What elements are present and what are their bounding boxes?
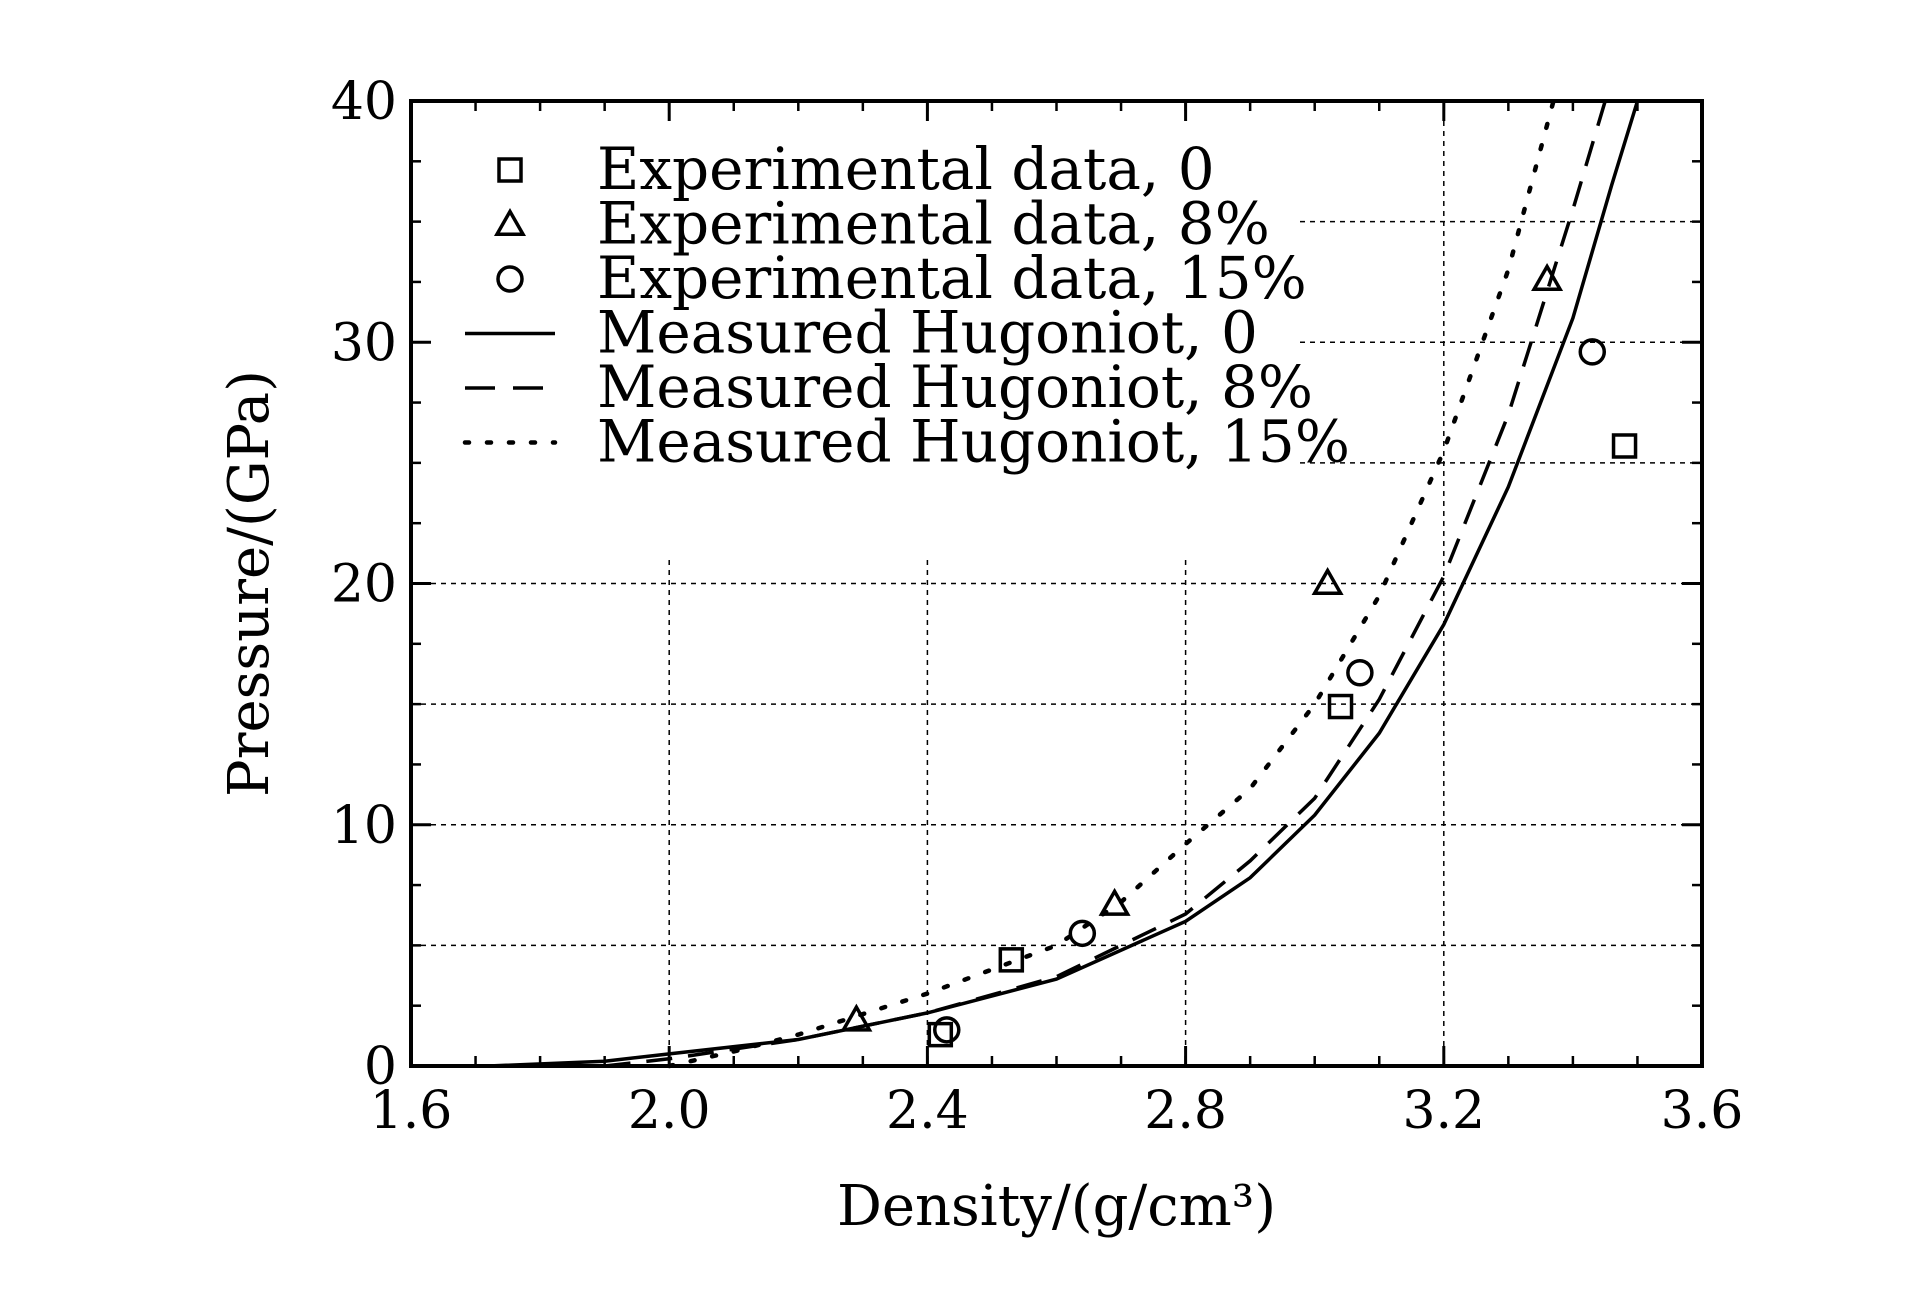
x-tick-label: 2.4 (886, 1081, 969, 1141)
x-tick-label: 1.6 (370, 1081, 453, 1141)
data-point-experimental-data-15 (933, 1016, 961, 1044)
data-point-experimental-data-15 (1068, 919, 1097, 948)
y-tick-label: 0 (364, 1037, 397, 1097)
tick-layer: 1.6 2.0 2.4 2.8 3.2 3.6 0 10 20 30 40 (331, 72, 1744, 1141)
legend-label-measured-hugoniot-8: Measured Hugoniot, 8% (597, 353, 1313, 421)
data-point-experimental-data-0 (1327, 693, 1354, 720)
legend-label-experimental-data-15: Experimental data, 15% (597, 244, 1307, 312)
data-point-experimental-data-8 (840, 1003, 873, 1032)
legend-label-experimental-data-0: Experimental data, 0 (597, 135, 1215, 203)
series-layer (488, 98, 1640, 1069)
x-tick-label: 3.6 (1661, 1081, 1744, 1141)
legend-symbol-experimental-data-0 (497, 157, 523, 183)
y-tick-label: 10 (331, 796, 397, 856)
data-point-experimental-data-0 (927, 1021, 954, 1048)
series-line-measured-hugoniot-0 (488, 100, 1640, 1068)
data-point-experimental-data-8 (1311, 566, 1344, 595)
legend-label-measured-hugoniot-0: Measured Hugoniot, 0 (597, 299, 1258, 367)
data-point-experimental-data-15 (1578, 338, 1607, 366)
y-tick-label: 40 (331, 72, 397, 132)
legend-symbol-experimental-data-15 (496, 265, 524, 293)
series-line-measured-hugoniot-8 (604, 100, 1607, 1068)
series-line-measured-hugoniot-15 (666, 98, 1556, 1069)
x-tick-label: 2.0 (628, 1081, 711, 1141)
data-point-experimental-data-15 (1346, 659, 1374, 687)
y-tick-label: 30 (331, 313, 397, 373)
data-point-experimental-data-0 (1611, 433, 1638, 459)
x-tick-label: 3.2 (1402, 1081, 1485, 1141)
y-axis-label: Pressure/(GPa) (217, 370, 282, 797)
x-axis-label: Density/(g/cm³) (837, 1174, 1276, 1239)
y-tick-label: 20 (331, 555, 397, 615)
legend-symbol-experimental-data-8 (493, 207, 527, 236)
legend-label-experimental-data-8: Experimental data, 8% (597, 190, 1270, 258)
data-point-experimental-data-8 (1531, 262, 1564, 292)
x-tick-label: 2.8 (1144, 1081, 1227, 1141)
legend-label-measured-hugoniot-15: Measured Hugoniot, 15% (597, 408, 1350, 476)
data-point-experimental-data-0 (998, 947, 1025, 973)
grid-layer (411, 101, 1702, 1066)
